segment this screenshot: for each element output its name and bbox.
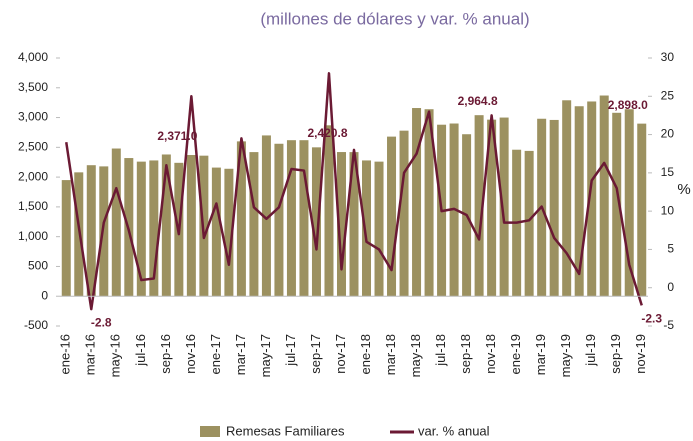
y-tick-label: 4,000 — [18, 50, 48, 64]
x-tick-label: may-17 — [258, 334, 273, 377]
value-label: 2,371.0 — [157, 129, 197, 143]
y-tick-label: 3,500 — [18, 80, 48, 94]
x-tick-label: mar-19 — [533, 334, 548, 375]
bar — [587, 101, 597, 297]
bar — [424, 109, 434, 297]
bar — [61, 180, 71, 297]
bar — [562, 100, 572, 297]
y2-tick-label: 0 — [667, 280, 674, 294]
y2-tick-label: -5 — [663, 318, 674, 332]
x-tick-label: sep-17 — [308, 334, 323, 374]
y2-tick-label: 30 — [661, 50, 675, 64]
x-tick-label: may-19 — [558, 334, 573, 377]
x-tick-label: nov-17 — [333, 334, 348, 374]
x-tick-label: mar-17 — [233, 334, 248, 375]
value-label: 2,420.8 — [307, 126, 347, 140]
x-tick-label: ene-19 — [508, 334, 523, 374]
y-tick-label: 2,500 — [18, 140, 48, 154]
x-tick-label: sep-19 — [608, 334, 623, 374]
bar — [311, 147, 321, 297]
bar — [612, 112, 622, 297]
bar — [349, 152, 359, 297]
x-tick-label: ene-16 — [58, 334, 73, 374]
bar — [399, 130, 409, 297]
bar — [549, 119, 559, 297]
bar — [487, 119, 497, 297]
bar — [149, 160, 159, 297]
bar — [474, 115, 484, 297]
bar — [236, 141, 246, 297]
bar — [374, 161, 384, 297]
x-tick-label: nov-16 — [183, 334, 198, 374]
y-tick-label: -500 — [24, 318, 48, 332]
y-tick-label: 2,000 — [18, 169, 48, 183]
x-tick-label: jul-17 — [283, 334, 298, 367]
y2-tick-label: 20 — [661, 127, 675, 141]
x-tick-label: mar-16 — [83, 334, 98, 375]
y2-tick-label: 5 — [667, 242, 674, 256]
y-tick-label: 500 — [28, 259, 48, 273]
x-tick-label: jul-16 — [133, 334, 148, 367]
bar — [274, 143, 284, 297]
bar — [324, 125, 334, 297]
x-tick-label: ene-18 — [358, 334, 373, 374]
x-tick-label: may-16 — [108, 334, 123, 377]
bar — [186, 155, 196, 297]
y-tick-label: 1,500 — [18, 199, 48, 213]
bar — [111, 148, 121, 297]
legend-label: Remesas Familiares — [226, 423, 345, 438]
x-tick-label: may-18 — [408, 334, 423, 377]
bar — [362, 160, 372, 297]
bar — [249, 152, 259, 297]
y2-tick-label: 25 — [661, 88, 675, 102]
bar — [387, 136, 397, 297]
chart-title: (millones de dólares y var. % anual) — [260, 9, 529, 28]
bar — [624, 109, 634, 297]
bar — [336, 152, 346, 297]
bar — [599, 95, 609, 297]
bar — [224, 168, 234, 297]
bar — [299, 140, 309, 297]
bar — [524, 150, 534, 297]
bar — [86, 165, 96, 297]
value-label: -2.3 — [641, 311, 662, 325]
bar — [136, 161, 146, 297]
x-tick-label: nov-19 — [633, 334, 648, 374]
y2-tick-label: 15 — [661, 165, 675, 179]
value-label: 2,964.8 — [458, 94, 498, 108]
legend-label: var. % anual — [418, 423, 490, 438]
bar — [412, 108, 422, 297]
x-tick-label: jul-19 — [583, 334, 598, 367]
bar — [161, 154, 171, 297]
y2-axis-label: % — [677, 181, 690, 198]
bar — [574, 106, 584, 297]
x-tick-label: sep-16 — [158, 334, 173, 374]
y-tick-label: 1,000 — [18, 229, 48, 243]
x-tick-label: sep-18 — [458, 334, 473, 374]
bar — [261, 135, 271, 297]
line — [65, 72, 643, 311]
x-tick-label: nov-18 — [483, 334, 498, 374]
y-tick-label: 3,000 — [18, 110, 48, 124]
bar — [499, 117, 509, 297]
bar — [637, 123, 647, 297]
bar — [286, 140, 296, 297]
x-tick-label: mar-18 — [383, 334, 398, 375]
value-label: 2,898.0 — [608, 98, 648, 112]
value-label: -2.8 — [91, 315, 112, 329]
bar — [211, 167, 221, 297]
x-tick-label: jul-18 — [433, 334, 448, 367]
y2-tick-label: 10 — [661, 203, 675, 217]
y-tick-label: 0 — [41, 288, 48, 302]
x-tick-label: ene-17 — [208, 334, 223, 374]
legend-swatch — [200, 426, 220, 437]
